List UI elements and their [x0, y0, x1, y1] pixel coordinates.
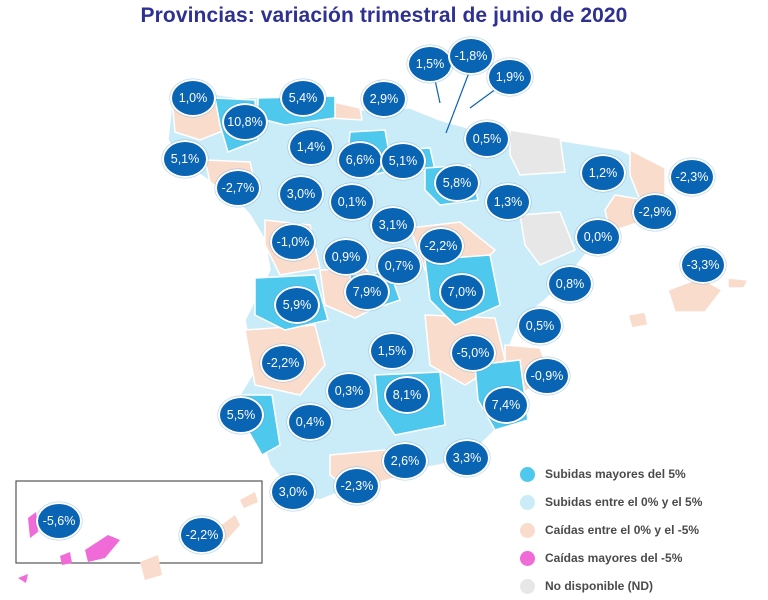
value-badge: 1,5% — [369, 332, 415, 370]
legend-label: Caídas entre el 0% y el -5% — [545, 523, 700, 537]
value-badge: 3,0% — [270, 473, 316, 511]
value-badge: 0,9% — [323, 238, 369, 276]
value-badge: -1,0% — [270, 223, 316, 261]
value-badge: 0,0% — [575, 218, 621, 256]
value-badge: 5,8% — [434, 164, 480, 202]
value-badge: -2,9% — [632, 193, 678, 231]
value-badge: 0,1% — [329, 183, 375, 221]
value-badge: -2,2% — [418, 227, 464, 265]
region-gomera — [60, 552, 72, 565]
value-badge: 0,4% — [287, 403, 333, 441]
map-title: Provincias: variación trimestral de juni… — [140, 4, 628, 27]
legend-swatch — [520, 522, 535, 538]
value-badge: -5,0% — [450, 334, 496, 372]
value-badge: 5,9% — [274, 286, 320, 324]
value-badge: -2,2% — [260, 344, 306, 382]
value-badge: 1,3% — [485, 183, 531, 221]
region-hierro — [18, 574, 28, 583]
legend-swatch — [520, 494, 535, 510]
legend-label: No disponible (ND) — [545, 579, 653, 593]
region-ibiza — [627, 311, 649, 329]
value-badge: 0,5% — [517, 307, 563, 345]
value-badge: -2,3% — [334, 467, 380, 505]
value-badge: 3,1% — [370, 206, 416, 244]
region-huesca-nd — [519, 211, 576, 266]
value-badge: 5,1% — [380, 142, 426, 180]
region-gran-canaria — [140, 555, 162, 580]
region-menorca — [727, 277, 750, 289]
value-badge: 5,5% — [218, 396, 264, 434]
value-badge: -2,7% — [215, 169, 261, 207]
value-badge: 3,0% — [278, 175, 324, 213]
value-badge: -3,3% — [680, 246, 726, 284]
value-badge: 1,0% — [170, 79, 216, 117]
value-badge: 0,5% — [464, 120, 510, 158]
value-badge: -5,6% — [36, 502, 82, 540]
legend-swatch — [520, 466, 535, 482]
value-badge: 7,0% — [439, 273, 485, 311]
legend-label: Subidas mayores del 5% — [545, 467, 686, 481]
pointer-line-1 — [434, 79, 441, 104]
value-badge: -0,9% — [524, 357, 570, 395]
value-badge: 5,4% — [280, 79, 326, 117]
value-badge: 6,6% — [337, 141, 383, 179]
region-la-palma — [28, 512, 38, 538]
value-badge: 10,8% — [222, 103, 268, 141]
value-badge: 0,8% — [547, 265, 593, 303]
legend-item-down-minor: Caídas entre el 0% y el -5% — [520, 516, 760, 544]
value-badge: 2,6% — [382, 442, 428, 480]
region-lanzarote — [240, 492, 258, 508]
value-badge: 7,9% — [344, 273, 390, 311]
value-badge: 0,3% — [326, 372, 372, 410]
value-badge: 1,2% — [580, 154, 626, 192]
pointer-line-2 — [445, 69, 471, 134]
legend-item-no-data: No disponible (ND) — [520, 572, 760, 600]
value-badge: 1,9% — [487, 58, 533, 96]
value-badge: 7,4% — [483, 386, 529, 424]
value-badge: 1,5% — [407, 45, 453, 83]
region-tenerife — [85, 535, 120, 562]
legend-swatch — [520, 578, 535, 594]
legend-label: Caídas mayores del -5% — [545, 551, 683, 565]
value-badge: -2,2% — [179, 516, 225, 554]
region-navarra-nd — [509, 129, 566, 176]
value-badge: 8,1% — [384, 376, 430, 414]
legend-item-up-major: Subidas mayores del 5% — [520, 460, 760, 488]
value-badge: -1,8% — [448, 37, 494, 75]
map-legend: Subidas mayores del 5% Subidas entre el … — [520, 460, 760, 600]
legend-item-up-minor: Subidas entre el 0% y el 5% — [520, 488, 760, 516]
value-badge: 3,3% — [444, 439, 490, 477]
value-badge: 1,4% — [288, 128, 334, 166]
legend-item-down-major: Caídas mayores del -5% — [520, 544, 760, 572]
legend-swatch — [520, 550, 535, 566]
value-badge: 5,1% — [162, 140, 208, 178]
value-badge: 2,9% — [361, 80, 407, 118]
legend-label: Subidas entre el 0% y el 5% — [545, 495, 703, 509]
value-badge: -2,3% — [669, 158, 715, 196]
canary-islands-frame — [15, 480, 263, 564]
